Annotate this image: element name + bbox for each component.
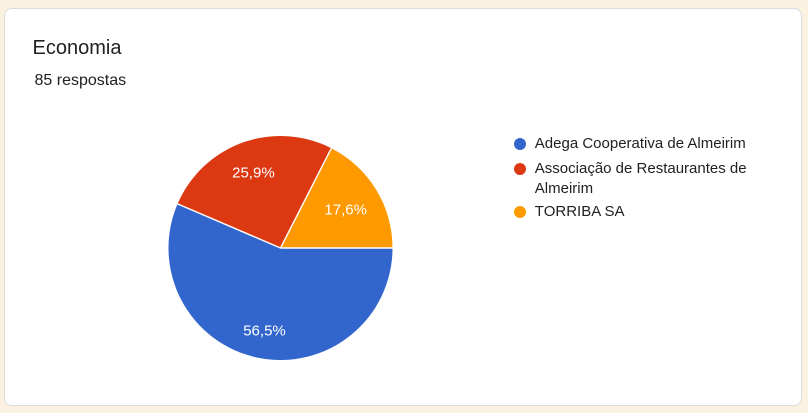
svg-text:25,9%: 25,9% [232, 164, 275, 181]
svg-text:56,5%: 56,5% [243, 322, 286, 339]
svg-text:17,6%: 17,6% [324, 201, 367, 218]
